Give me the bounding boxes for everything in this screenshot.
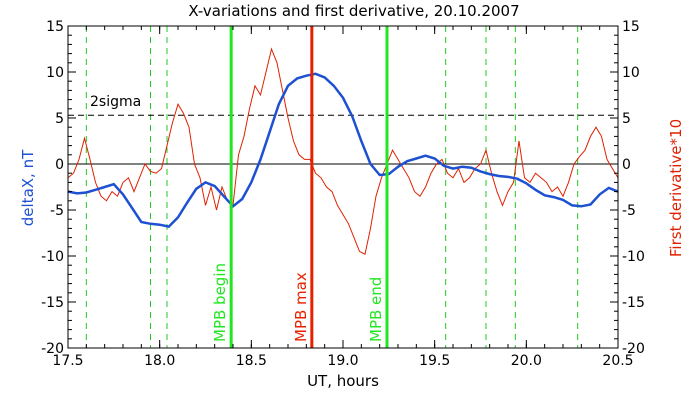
x-axis-label: UT, hours	[307, 372, 379, 390]
x-tick-label: 20.0	[511, 353, 542, 369]
y-left-tick-label: 5	[55, 111, 64, 127]
y-right-tick-label: -15	[622, 295, 645, 311]
y-left-tick-label: 0	[55, 157, 64, 173]
y-right-tick-label: -20	[622, 341, 645, 357]
y-axis-left-label: deltaX, nT	[19, 149, 37, 226]
x-tick-label: 18.5	[236, 353, 267, 369]
marker-label-mpb-max: MPB max	[292, 272, 310, 342]
deltaX-series-line	[68, 72, 618, 228]
y-right-tick-label: 15	[622, 19, 640, 35]
green-dashed-lines	[85, 26, 579, 348]
threshold-label: 2sigma	[90, 94, 141, 110]
y-left-tick-label: 15	[46, 19, 64, 35]
x-tick-label: 19.5	[419, 353, 450, 369]
y-right-tick-label: 10	[622, 65, 640, 81]
y-left-tick-label: 10	[46, 65, 64, 81]
x-tick-label: 18.0	[144, 353, 175, 369]
y-right-tick-label: -10	[622, 249, 645, 265]
y-left-tick-label: -10	[41, 249, 64, 265]
y-left-tick-label: -20	[41, 341, 64, 357]
y-left-tick-label: -5	[50, 203, 64, 219]
y-right-tick-label: -5	[622, 203, 636, 219]
x-tick-label: 19.0	[327, 353, 358, 369]
y-axis-right-label: First derivative*10	[667, 119, 685, 257]
y-right-tick-label: 5	[622, 111, 631, 127]
x-tick-label: 17.5	[52, 353, 83, 369]
y-left-tick-label: -15	[41, 295, 64, 311]
marker-label-mpb-begin: MPB begin	[211, 263, 229, 342]
marker-label-mpb-end: MPB end	[367, 277, 385, 342]
derivative-series-line	[68, 47, 618, 255]
chart-title: X-variations and first derivative, 20.10…	[188, 2, 519, 20]
y-right-tick-label: 0	[622, 157, 631, 173]
x-tick-label: 20.5	[602, 353, 633, 369]
